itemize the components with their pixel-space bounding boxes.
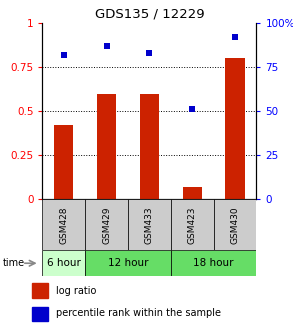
Text: GSM430: GSM430 [231,206,239,244]
Bar [42,250,85,276]
Text: GSM423: GSM423 [188,206,197,244]
Text: 6 hour: 6 hour [47,258,81,268]
Text: log ratio: log ratio [56,285,96,296]
Bar [171,250,256,276]
Bar [97,94,116,199]
Bar [42,199,85,250]
Bar [183,187,202,199]
Bar [171,199,214,250]
Bar [225,58,245,199]
Text: percentile rank within the sample: percentile rank within the sample [56,308,221,318]
Text: 18 hour: 18 hour [193,258,234,268]
Point [104,43,109,48]
Bar [32,284,48,298]
Point [190,107,195,112]
Bar [54,125,74,199]
Title: GDS135 / 12229: GDS135 / 12229 [95,7,204,20]
Bar [85,199,128,250]
Bar [32,307,48,321]
Text: time: time [3,258,25,268]
Text: GSM429: GSM429 [102,206,111,244]
Bar [85,250,171,276]
Point [62,52,66,57]
Bar [128,199,171,250]
Text: GSM428: GSM428 [59,206,68,244]
Point [233,34,237,40]
Point [147,50,152,56]
Bar [214,199,256,250]
Text: 12 hour: 12 hour [108,258,148,268]
Text: GSM433: GSM433 [145,206,154,244]
Bar [140,94,159,199]
